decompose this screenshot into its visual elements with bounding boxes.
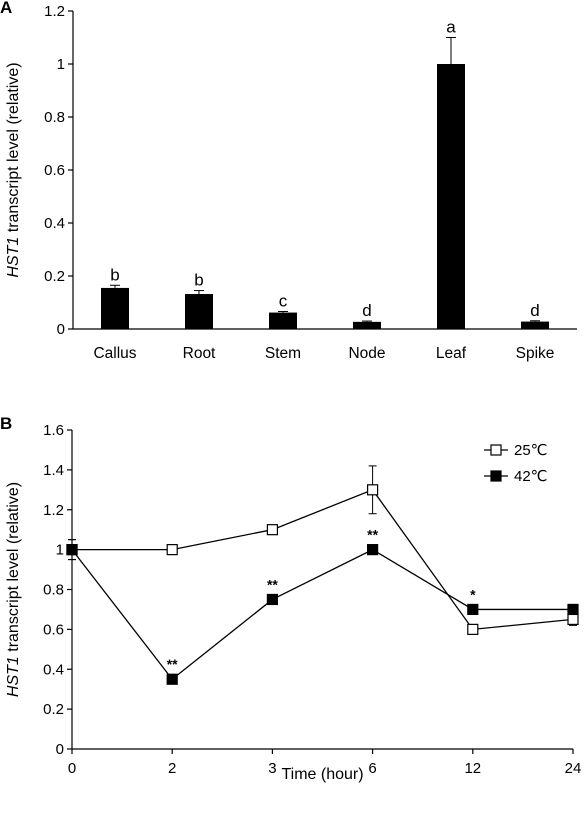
- panel-a-y-axis-title-rest: transcript level (relative): [5, 62, 22, 236]
- panel-b-y-tick-label: 1.4: [43, 462, 64, 479]
- significance-letter: d: [530, 301, 539, 320]
- panel-a-y-tick-label: 0: [57, 321, 65, 338]
- panel-b-y-tick-label: 0.8: [43, 582, 64, 599]
- panel-a-y-tick-label: 1.2: [44, 3, 65, 20]
- significance-letter: b: [194, 271, 203, 290]
- bar-node: [353, 321, 381, 329]
- panel-b-y-tick-label: 1.6: [43, 422, 64, 439]
- open-square-marker: [166, 544, 178, 556]
- bar-spike: [521, 321, 549, 329]
- panel-b-x-tick-label: 3: [268, 760, 276, 777]
- panel-b-x-axis-title: Time (hour): [281, 766, 363, 783]
- bar-leaf: [437, 64, 465, 329]
- significance-letter: c: [279, 292, 288, 311]
- panel-a-y-tick-label: 1: [57, 56, 65, 73]
- significance-asterisk: **: [267, 576, 278, 592]
- series-line-25c: [72, 489, 574, 631]
- panel-b-y-tick-label: 0.4: [43, 661, 64, 678]
- panel-b-y-tick-label: 1.2: [43, 502, 64, 519]
- panel-b-x-tick-label: 12: [464, 760, 481, 777]
- filled-square-marker: [467, 603, 479, 616]
- legend-open-square-icon: [490, 444, 502, 456]
- filled-square-marker: [166, 673, 178, 685]
- panel-b-y-axis-title-gene: HST1: [5, 656, 22, 697]
- bar-callus: [101, 287, 129, 329]
- category-label: Leaf: [436, 345, 467, 362]
- panel-a-y-axis-title: HST1 transcript level (relative): [5, 62, 22, 277]
- panel-a-y-axis-title-gene: HST1: [5, 237, 22, 278]
- category-label: Root: [183, 345, 216, 362]
- open-square-marker: [467, 623, 479, 635]
- category-label: Node: [348, 345, 385, 362]
- filled-square-marker: [66, 544, 78, 556]
- category-label: Stem: [265, 345, 301, 362]
- series-line-42c: [71, 548, 573, 681]
- panel-b-y-tick-label: 0: [56, 741, 64, 758]
- significance-asterisk: **: [167, 656, 178, 672]
- panel-a-y-tick-label: 0.8: [44, 109, 65, 126]
- panel-b-letter: B: [0, 414, 13, 433]
- panel-b-y-tick-label: 1: [56, 542, 64, 559]
- open-square-marker: [567, 613, 579, 626]
- panel-b-x-tick-label: 6: [368, 760, 376, 777]
- open-square-marker: [367, 484, 379, 496]
- bar-root: [185, 294, 213, 329]
- open-square-marker: [266, 524, 278, 536]
- panel-b-y-tick-label: 0.6: [43, 621, 64, 638]
- filled-square-marker: [367, 544, 379, 556]
- significance-asterisk: **: [367, 527, 378, 543]
- significance-letter: b: [110, 265, 119, 284]
- filled-square-marker: [266, 593, 278, 606]
- panel-a-y-tick-label: 0.2: [44, 268, 65, 285]
- panel-b-x-tick-label: 24: [565, 760, 582, 777]
- panel-a-letter: A: [0, 0, 13, 17]
- legend-label: 25℃: [514, 442, 548, 459]
- legend-filled-square-icon: [490, 470, 502, 482]
- panel-a-y-tick-label: 0.6: [44, 162, 65, 179]
- panel-b-x-tick-label: 0: [68, 760, 76, 777]
- panel-b-x-tick-label: 2: [168, 760, 176, 777]
- legend-label: 42℃: [514, 468, 548, 485]
- significance-letter: d: [362, 301, 371, 320]
- panel-b-y-axis-title: HST1 transcript level (relative): [5, 482, 22, 697]
- category-label: Spike: [516, 345, 555, 362]
- panel-a-y-tick-label: 0.4: [44, 215, 65, 232]
- bar-stem: [269, 312, 297, 329]
- panel-b-y-axis-title-rest: transcript level (relative): [5, 482, 22, 656]
- significance-letter: a: [446, 18, 456, 37]
- panel-b-y-tick-label: 0.2: [43, 701, 64, 718]
- category-label: Callus: [93, 345, 136, 362]
- filled-square-marker: [567, 603, 579, 616]
- significance-asterisk: *: [470, 586, 476, 602]
